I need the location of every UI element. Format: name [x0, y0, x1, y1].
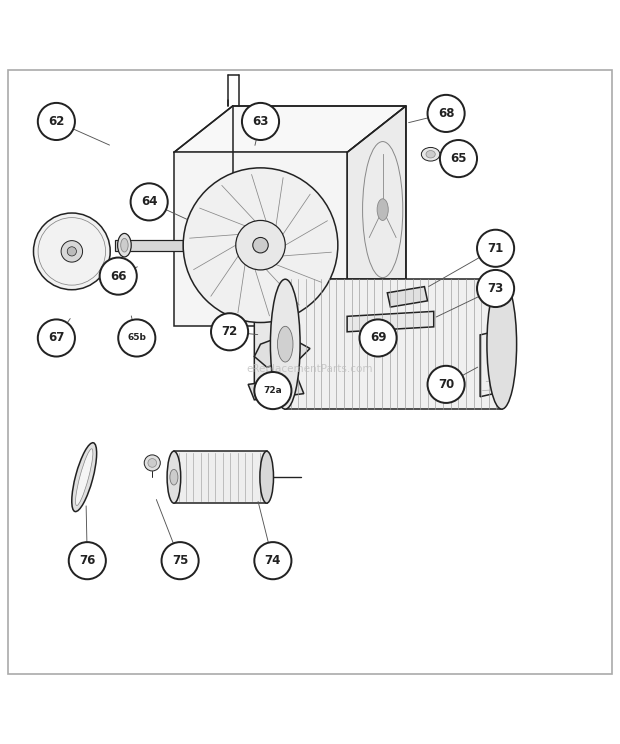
Text: 64: 64 [141, 196, 157, 208]
Circle shape [360, 319, 397, 356]
Text: 69: 69 [370, 332, 386, 344]
Circle shape [61, 240, 82, 262]
Polygon shape [115, 240, 183, 251]
Text: 67: 67 [48, 332, 64, 344]
Circle shape [254, 372, 291, 409]
Polygon shape [285, 279, 502, 409]
Circle shape [67, 247, 76, 256]
Text: 63: 63 [252, 115, 268, 128]
Ellipse shape [121, 238, 128, 252]
Ellipse shape [422, 147, 440, 161]
Text: 68: 68 [438, 107, 454, 120]
Circle shape [477, 230, 514, 267]
Circle shape [211, 313, 248, 350]
Text: 72a: 72a [264, 386, 282, 395]
Text: 62: 62 [48, 115, 64, 128]
Circle shape [100, 257, 137, 295]
Text: 70: 70 [438, 378, 454, 391]
Circle shape [440, 140, 477, 177]
Text: 66: 66 [110, 269, 126, 283]
Text: eReplacementParts.com: eReplacementParts.com [247, 364, 373, 374]
Text: 65: 65 [450, 152, 467, 165]
Circle shape [38, 103, 75, 140]
Ellipse shape [76, 449, 93, 506]
Ellipse shape [170, 469, 178, 485]
Circle shape [254, 542, 291, 580]
Polygon shape [347, 106, 406, 326]
Text: 65b: 65b [127, 333, 146, 342]
Circle shape [69, 542, 106, 580]
Ellipse shape [487, 279, 516, 409]
Text: 75: 75 [172, 554, 188, 567]
Circle shape [253, 237, 268, 253]
Circle shape [162, 542, 198, 580]
Ellipse shape [118, 234, 131, 257]
Circle shape [148, 458, 157, 467]
Polygon shape [254, 301, 285, 385]
Polygon shape [174, 106, 406, 153]
Ellipse shape [270, 279, 300, 409]
Polygon shape [388, 286, 428, 307]
Text: 73: 73 [487, 282, 503, 295]
Polygon shape [480, 330, 502, 397]
Polygon shape [248, 378, 304, 400]
Text: 72: 72 [221, 325, 237, 339]
Circle shape [236, 220, 285, 270]
Circle shape [33, 213, 110, 289]
Ellipse shape [167, 451, 180, 503]
Circle shape [131, 183, 168, 220]
Ellipse shape [426, 150, 435, 158]
Circle shape [477, 270, 514, 307]
Ellipse shape [377, 199, 388, 220]
Text: 74: 74 [265, 554, 281, 567]
Ellipse shape [363, 141, 403, 278]
Polygon shape [347, 312, 434, 332]
Ellipse shape [72, 443, 97, 512]
Circle shape [38, 319, 75, 356]
Polygon shape [254, 335, 310, 367]
Circle shape [144, 455, 161, 471]
Ellipse shape [260, 451, 273, 503]
Circle shape [242, 103, 279, 140]
Polygon shape [174, 153, 347, 326]
Polygon shape [174, 451, 267, 503]
Circle shape [428, 366, 464, 403]
Text: 71: 71 [487, 242, 503, 254]
Circle shape [428, 95, 464, 132]
Circle shape [183, 168, 338, 322]
Circle shape [118, 319, 156, 356]
Text: 76: 76 [79, 554, 95, 567]
Ellipse shape [278, 327, 293, 362]
